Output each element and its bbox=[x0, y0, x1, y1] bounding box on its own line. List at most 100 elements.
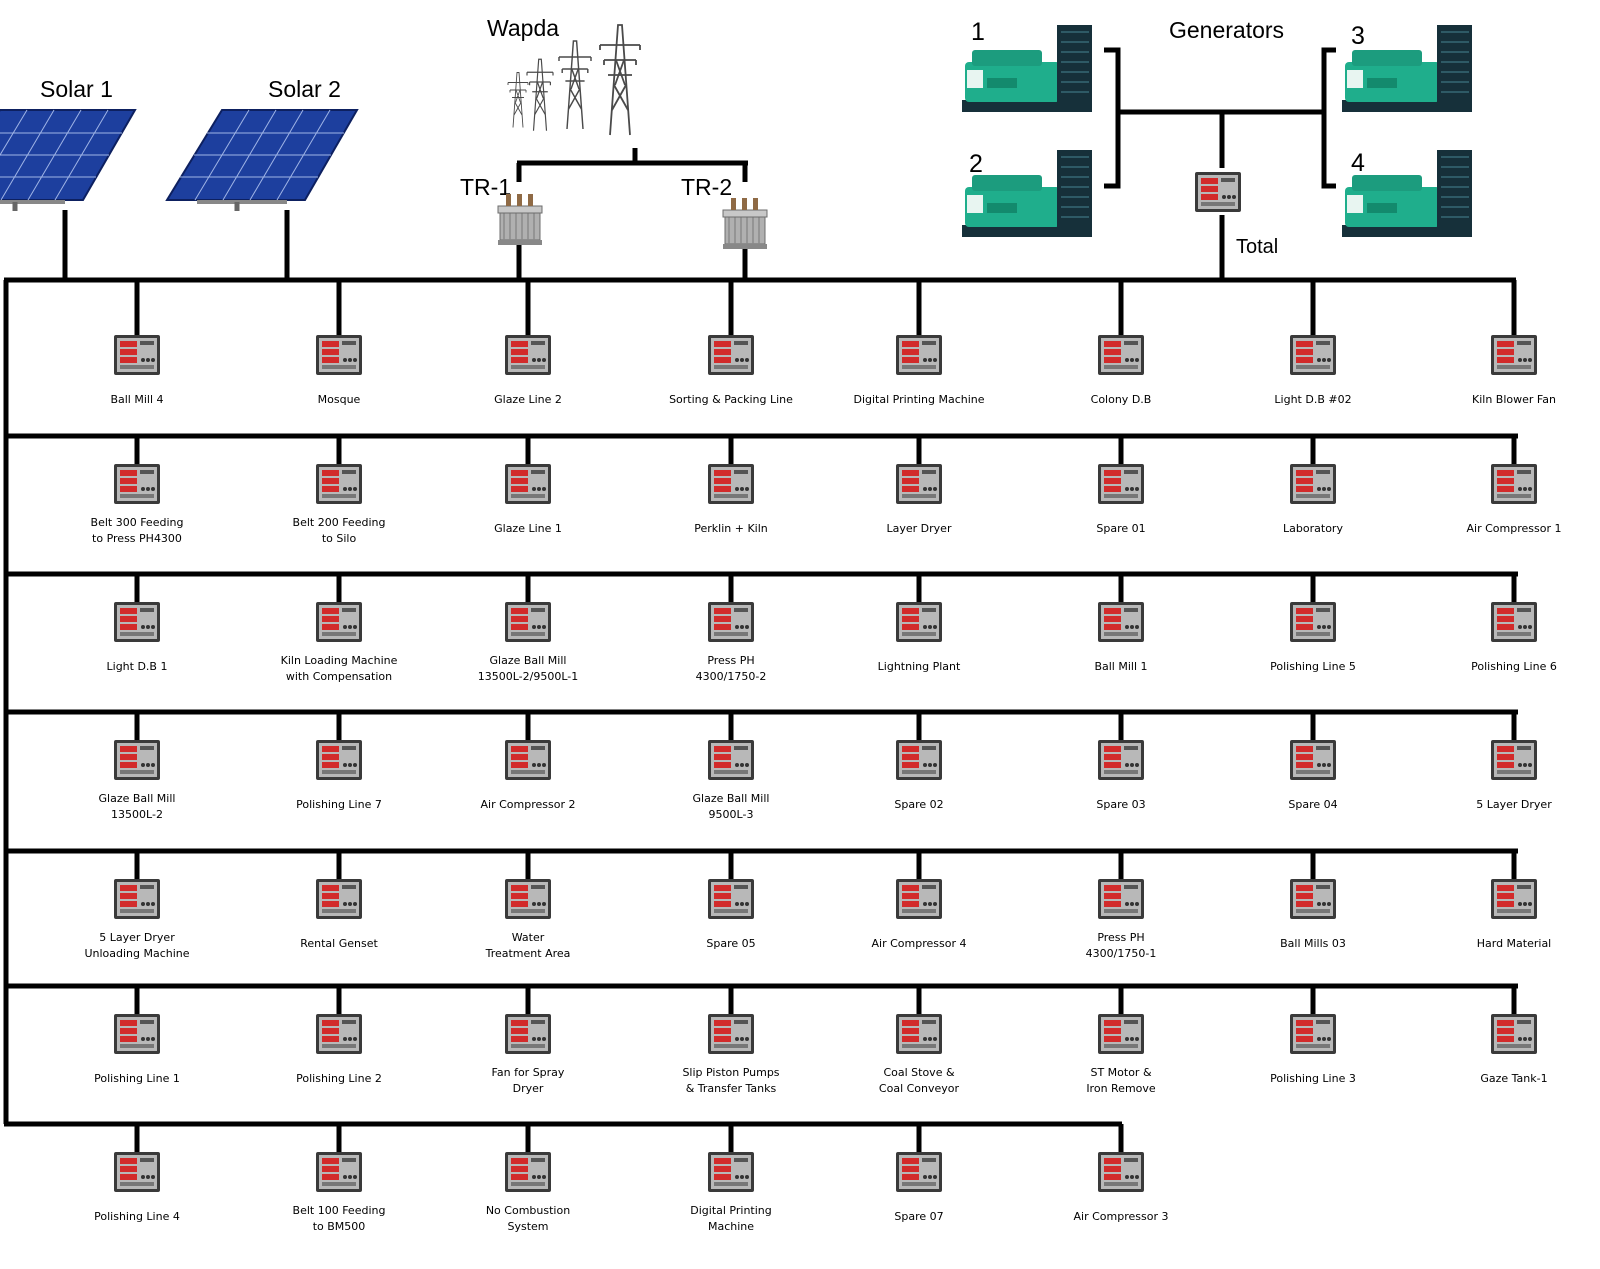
feeder-label: Ball Mill 1 bbox=[1094, 660, 1147, 673]
feeder-label: Colony D.B bbox=[1091, 393, 1152, 406]
feeder[interactable]: Glaze Line 1 bbox=[494, 436, 562, 535]
feeder[interactable]: Glaze Line 2 bbox=[494, 280, 562, 406]
power-meter-icon bbox=[316, 335, 362, 375]
feeder[interactable]: Kiln Loading Machine with Compensation bbox=[281, 574, 398, 683]
tr-2-label: TR-2 bbox=[681, 174, 732, 200]
feeder-label: Iron Remove bbox=[1086, 1082, 1156, 1095]
feeder[interactable]: Slip Piston Pumps & Transfer Tanks bbox=[682, 986, 780, 1095]
feeder-label: 5 Layer Dryer bbox=[1476, 798, 1552, 811]
feeder-label: Glaze Ball Mill bbox=[99, 792, 176, 805]
feeder[interactable]: Polishing Line 3 bbox=[1270, 986, 1356, 1085]
feeder[interactable]: Laboratory bbox=[1283, 436, 1343, 535]
power-meter-icon bbox=[1491, 602, 1537, 642]
feeder[interactable]: 5 Layer Dryer bbox=[1476, 712, 1552, 811]
feeder-label: Rental Genset bbox=[300, 937, 378, 950]
feeder[interactable]: Sorting & Packing Line bbox=[669, 280, 793, 406]
feeder[interactable]: Gaze Tank-1 bbox=[1480, 986, 1548, 1085]
power-meter-icon bbox=[1491, 740, 1537, 780]
feeder[interactable]: Belt 100 Feeding to BM500 bbox=[293, 1124, 386, 1233]
feeder[interactable]: Belt 300 Feeding to Press PH4300 bbox=[91, 436, 184, 545]
feeder[interactable]: Spare 02 bbox=[894, 712, 944, 811]
generator-1-number: 1 bbox=[971, 18, 985, 46]
feeder-label: Glaze Ball Mill bbox=[490, 654, 567, 667]
total-label: Total bbox=[1236, 236, 1278, 258]
feeder[interactable]: Light D.B #02 bbox=[1274, 280, 1352, 406]
feeder-label: Light D.B 1 bbox=[107, 660, 168, 673]
feeder[interactable]: Spare 03 bbox=[1096, 712, 1146, 811]
feeder-label: Air Compressor 2 bbox=[481, 798, 576, 811]
power-meter-icon bbox=[114, 1152, 160, 1192]
feeder[interactable]: Polishing Line 2 bbox=[296, 986, 382, 1085]
feeder[interactable]: Rental Genset bbox=[300, 851, 378, 950]
feeder[interactable]: Ball Mill 4 bbox=[110, 280, 164, 406]
feeder[interactable]: Mosque bbox=[316, 280, 362, 406]
feeder[interactable]: Hard Material bbox=[1477, 851, 1552, 950]
feeder[interactable]: Ball Mills 03 bbox=[1280, 851, 1346, 950]
power-meter-icon bbox=[316, 740, 362, 780]
feeder[interactable]: No Combustion System bbox=[486, 1124, 570, 1233]
transformer-icon bbox=[497, 193, 543, 246]
feeder[interactable]: Ball Mill 1 bbox=[1094, 574, 1148, 673]
power-meter-icon bbox=[114, 602, 160, 642]
power-meter-icon bbox=[708, 1014, 754, 1054]
feeder[interactable]: Perklin + Kiln bbox=[694, 436, 768, 535]
feeder-label: Polishing Line 3 bbox=[1270, 1072, 1356, 1085]
feeder[interactable]: Digital Printing Machine bbox=[690, 1124, 772, 1233]
feeder[interactable]: Spare 04 bbox=[1288, 712, 1338, 811]
feeder[interactable]: Spare 07 bbox=[894, 1124, 944, 1223]
feeder[interactable]: Digital Printing Machine bbox=[853, 280, 985, 406]
power-meter-icon bbox=[896, 1152, 942, 1192]
feeder[interactable]: Air Compressor 4 bbox=[872, 851, 967, 950]
feeder[interactable]: Air Compressor 2 bbox=[481, 712, 576, 811]
feeder[interactable]: Layer Dryer bbox=[887, 436, 952, 535]
feeder[interactable]: 5 Layer Dryer Unloading Machine bbox=[84, 851, 190, 960]
feeder-label: System bbox=[507, 1220, 548, 1233]
feeder[interactable]: Water Treatment Area bbox=[485, 851, 571, 960]
power-meter-icon bbox=[1098, 740, 1144, 780]
feeder[interactable]: ST Motor & Iron Remove bbox=[1086, 986, 1156, 1095]
feeder[interactable]: Polishing Line 7 bbox=[296, 712, 382, 811]
feeder[interactable]: Belt 200 Feeding to Silo bbox=[293, 436, 386, 545]
feeder-label: Polishing Line 5 bbox=[1270, 660, 1356, 673]
feeder-label: Air Compressor 4 bbox=[872, 937, 967, 950]
power-meter-icon bbox=[708, 464, 754, 504]
feeder[interactable]: Light D.B 1 bbox=[107, 574, 168, 673]
feeder-label: Slip Piston Pumps bbox=[682, 1066, 779, 1079]
feeder[interactable]: Spare 05 bbox=[706, 851, 756, 950]
feeder[interactable]: Glaze Ball Mill 9500L-3 bbox=[693, 712, 770, 821]
feeder[interactable]: Spare 01 bbox=[1096, 436, 1146, 535]
feeder[interactable]: Polishing Line 6 bbox=[1471, 574, 1557, 673]
feeder[interactable]: Kiln Blower Fan bbox=[1472, 280, 1556, 406]
feeder[interactable]: Coal Stove & Coal Conveyor bbox=[879, 986, 960, 1095]
power-meter-icon bbox=[1290, 1014, 1336, 1054]
feeder[interactable]: Lightning Plant bbox=[878, 574, 961, 673]
feeder[interactable]: Glaze Ball Mill 13500L-2 bbox=[99, 712, 176, 821]
feeder[interactable]: Polishing Line 5 bbox=[1270, 574, 1356, 673]
feeder-label: 13500L-2/9500L-1 bbox=[478, 670, 579, 683]
power-meter-icon bbox=[1491, 879, 1537, 919]
feeder[interactable]: Air Compressor 3 bbox=[1074, 1124, 1169, 1223]
feeder-label: Digital Printing bbox=[690, 1204, 772, 1217]
feeder-label: Polishing Line 2 bbox=[296, 1072, 382, 1085]
power-meter-icon bbox=[708, 740, 754, 780]
generator-bus bbox=[1104, 47, 1336, 189]
power-meter-icon bbox=[505, 740, 551, 780]
feeder-label: Belt 300 Feeding bbox=[91, 516, 184, 529]
feeder[interactable]: Glaze Ball Mill 13500L-2/9500L-1 bbox=[478, 574, 579, 683]
feeder[interactable]: Colony D.B bbox=[1091, 280, 1152, 406]
feeder[interactable]: Fan for Spray Dryer bbox=[492, 986, 565, 1095]
feeder[interactable]: Polishing Line 1 bbox=[94, 986, 180, 1085]
feeder-label: Polishing Line 1 bbox=[94, 1072, 180, 1085]
feeder[interactable]: Polishing Line 4 bbox=[94, 1124, 180, 1223]
feeder-label: Air Compressor 1 bbox=[1467, 522, 1562, 535]
feeder-label: Laboratory bbox=[1283, 522, 1343, 535]
feeder[interactable]: Air Compressor 1 bbox=[1467, 436, 1562, 535]
feeder-label: with Compensation bbox=[286, 670, 392, 683]
feeder-label: Press PH bbox=[707, 654, 754, 667]
feeder[interactable]: Press PH 4300/1750-1 bbox=[1086, 851, 1157, 960]
feeder-label: Kiln Blower Fan bbox=[1472, 393, 1556, 406]
feeder[interactable]: Press PH 4300/1750-2 bbox=[696, 574, 767, 683]
generator-3-number: 3 bbox=[1351, 22, 1365, 50]
feeder-label: Polishing Line 4 bbox=[94, 1210, 180, 1223]
